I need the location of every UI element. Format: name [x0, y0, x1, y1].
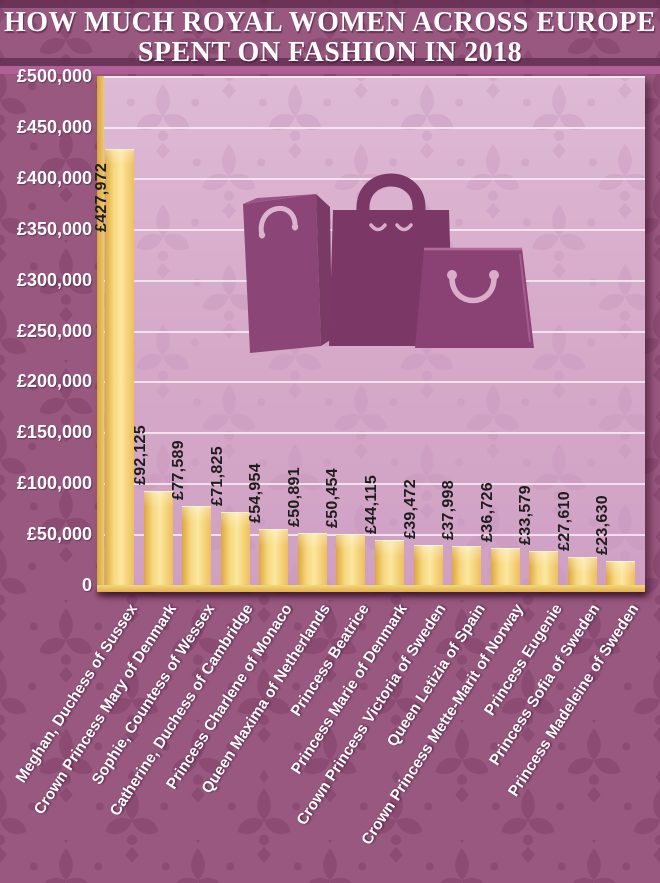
bar-value-label: £50,891 [286, 467, 303, 527]
page-title-line1: HOW MUCH ROYAL WOMEN ACROSS EUROPE [3, 7, 657, 38]
y-axis-tick-label: £500,000 [16, 66, 92, 86]
bar [491, 548, 520, 585]
bar [259, 529, 288, 585]
shopping-bags-icon [243, 173, 534, 353]
bar [182, 506, 211, 585]
bar-value-label: £71,825 [209, 446, 226, 506]
bar-value-label: £50,454 [324, 468, 341, 528]
y-axis-tick-label: £350,000 [16, 219, 92, 239]
chart-plot-area: £427,972 £92,125 £77,589 £71,825 £54,954 £50,… [93, 76, 645, 592]
x-axis-baseline [97, 585, 645, 592]
right-shopping-bag [415, 247, 534, 348]
bar-value-label: £44,115 [363, 474, 380, 534]
y-axis-tick-label: £400,000 [16, 168, 92, 188]
bar-value-label: £36,726 [479, 482, 496, 542]
y-axis-tick-label: £200,000 [16, 371, 92, 391]
bar [414, 545, 443, 585]
y-axis-line [97, 76, 104, 592]
y-axis-tick-label: £300,000 [16, 270, 92, 290]
page-title: HOW MUCH ROYAL WOMEN ACROSS EUROPE SPENT… [0, 8, 660, 68]
gridline [97, 127, 645, 129]
y-axis-tick-label: 0 [81, 575, 92, 595]
gridline [97, 76, 645, 78]
y-axis-tick-label: £50,000 [26, 524, 92, 544]
bar [452, 546, 481, 585]
bar-value-label: £54,954 [247, 463, 264, 523]
bar [606, 561, 635, 585]
bar [298, 533, 327, 585]
bar-value-label: £39,472 [402, 479, 419, 539]
y-axis-tick-label: £100,000 [16, 473, 92, 493]
bar [568, 557, 597, 585]
gridline [97, 178, 645, 180]
gridline [97, 381, 645, 383]
bar [375, 540, 404, 585]
bar [221, 512, 250, 585]
bar [336, 534, 365, 585]
bar [144, 491, 173, 585]
y-axis-tick-label: £450,000 [16, 117, 92, 137]
bar-value-label: £27,610 [556, 491, 573, 551]
y-axis-tick-label: £150,000 [16, 422, 92, 442]
bar-value-label: £33,579 [517, 485, 534, 545]
gridline [97, 483, 645, 485]
bar [105, 149, 134, 585]
bar-value-label: £92,125 [132, 425, 149, 485]
gridline [97, 534, 645, 536]
bar [529, 551, 558, 585]
bar-value-label: £23,630 [594, 495, 611, 555]
left-shopping-bag [243, 194, 332, 353]
bar-value-label: £77,589 [170, 440, 187, 500]
y-axis-tick-label: £250,000 [16, 321, 92, 341]
bar-value-label: £427,972 [93, 162, 110, 232]
bar-value-label: £37,998 [440, 480, 457, 540]
gridline [97, 432, 645, 434]
page-title-line2: SPENT ON FASHION IN 2018 [137, 37, 523, 68]
